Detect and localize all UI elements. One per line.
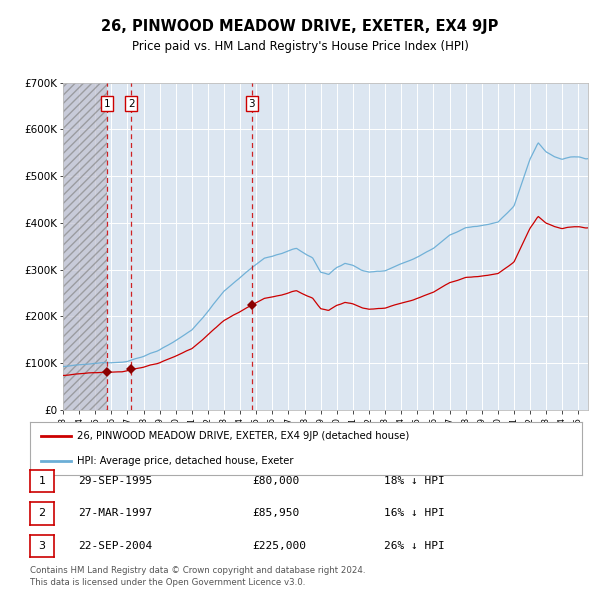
Text: 2: 2 [38,509,46,518]
Text: 26% ↓ HPI: 26% ↓ HPI [384,541,445,550]
Text: £225,000: £225,000 [252,541,306,550]
Text: Price paid vs. HM Land Registry's House Price Index (HPI): Price paid vs. HM Land Registry's House … [131,40,469,53]
Text: 26, PINWOOD MEADOW DRIVE, EXETER, EX4 9JP (detached house): 26, PINWOOD MEADOW DRIVE, EXETER, EX4 9J… [77,431,409,441]
Text: 1: 1 [104,99,110,109]
Text: 1: 1 [38,476,46,486]
Text: 3: 3 [248,99,255,109]
Text: 3: 3 [38,541,46,550]
Bar [63,83,107,410]
Text: 22-SEP-2004: 22-SEP-2004 [78,541,152,550]
Text: 18% ↓ HPI: 18% ↓ HPI [384,476,445,486]
Text: £85,950: £85,950 [252,509,299,518]
Text: £80,000: £80,000 [252,476,299,486]
Text: 2: 2 [128,99,134,109]
Text: HPI: Average price, detached house, Exeter: HPI: Average price, detached house, Exet… [77,455,293,466]
Text: 16% ↓ HPI: 16% ↓ HPI [384,509,445,518]
Text: 29-SEP-1995: 29-SEP-1995 [78,476,152,486]
Text: 27-MAR-1997: 27-MAR-1997 [78,509,152,518]
Text: Contains HM Land Registry data © Crown copyright and database right 2024.
This d: Contains HM Land Registry data © Crown c… [30,566,365,587]
Text: 26, PINWOOD MEADOW DRIVE, EXETER, EX4 9JP: 26, PINWOOD MEADOW DRIVE, EXETER, EX4 9J… [101,19,499,34]
